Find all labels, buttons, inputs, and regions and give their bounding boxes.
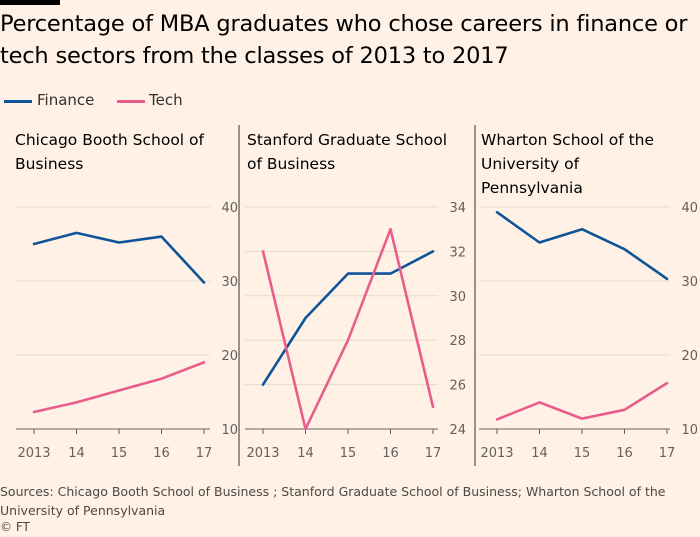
subplot-title-line: Wharton School of the — [481, 131, 654, 149]
y-tick-label: 24 — [449, 423, 466, 438]
subplot-title-line: University of — [481, 155, 580, 173]
x-tick-label: 17 — [659, 446, 676, 461]
legend-swatch-finance — [4, 100, 32, 103]
y-tick-label: 28 — [449, 334, 466, 349]
x-tick-label: 14 — [531, 446, 548, 461]
y-tick-label: 30 — [449, 290, 466, 305]
y-tick-label: 40 — [221, 201, 238, 216]
y-tick-label: 30 — [681, 275, 698, 290]
x-tick-label: 2013 — [480, 446, 513, 461]
y-tick-label: 20 — [681, 349, 698, 364]
series-line-tech — [495, 381, 669, 421]
x-tick-label: 17 — [196, 446, 213, 461]
copyright: © FT — [0, 520, 30, 534]
series-line-finance — [32, 231, 206, 284]
x-tick-label: 14 — [297, 446, 314, 461]
x-tick-label: 15 — [111, 446, 128, 461]
y-tick-label: 34 — [449, 201, 466, 216]
y-tick-label: 10 — [681, 423, 698, 438]
series-line-finance — [495, 210, 669, 281]
subplot-title-line: of Business — [247, 155, 335, 173]
source-note: Sources: Chicago Booth School of Busines… — [0, 484, 666, 518]
x-tick-label: 16 — [382, 446, 399, 461]
x-tick-label: 16 — [616, 446, 633, 461]
y-tick-label: 32 — [449, 245, 466, 260]
x-tick-label: 15 — [340, 446, 357, 461]
x-tick-label: 15 — [574, 446, 591, 461]
x-tick-label: 16 — [153, 446, 170, 461]
x-tick-label: 2013 — [17, 446, 50, 461]
y-tick-label: 10 — [221, 423, 238, 438]
x-tick-label: 17 — [425, 446, 442, 461]
y-tick-label: 30 — [221, 275, 238, 290]
ft-top-bar — [0, 0, 60, 5]
y-tick-label: 20 — [221, 349, 238, 364]
y-tick-label: 26 — [449, 379, 466, 394]
subplot-title-line: Chicago Booth School of — [15, 131, 205, 149]
legend-label-tech: Tech — [149, 91, 183, 109]
subplot-title-line: Business — [15, 155, 83, 173]
subplot-title-line: Stanford Graduate School — [247, 131, 447, 149]
x-tick-label: 2013 — [246, 446, 279, 461]
subplot-title-line: Pennsylvania — [481, 179, 583, 197]
legend-label-finance: Finance — [37, 91, 95, 109]
x-tick-label: 14 — [68, 446, 85, 461]
y-tick-label: 40 — [681, 201, 698, 216]
chart-title: Percentage of MBA graduates who chose ca… — [0, 11, 688, 69]
legend-swatch-tech — [117, 100, 145, 103]
series-line-tech — [261, 227, 435, 431]
series-line-finance — [261, 250, 435, 386]
series-line-tech — [32, 361, 206, 414]
